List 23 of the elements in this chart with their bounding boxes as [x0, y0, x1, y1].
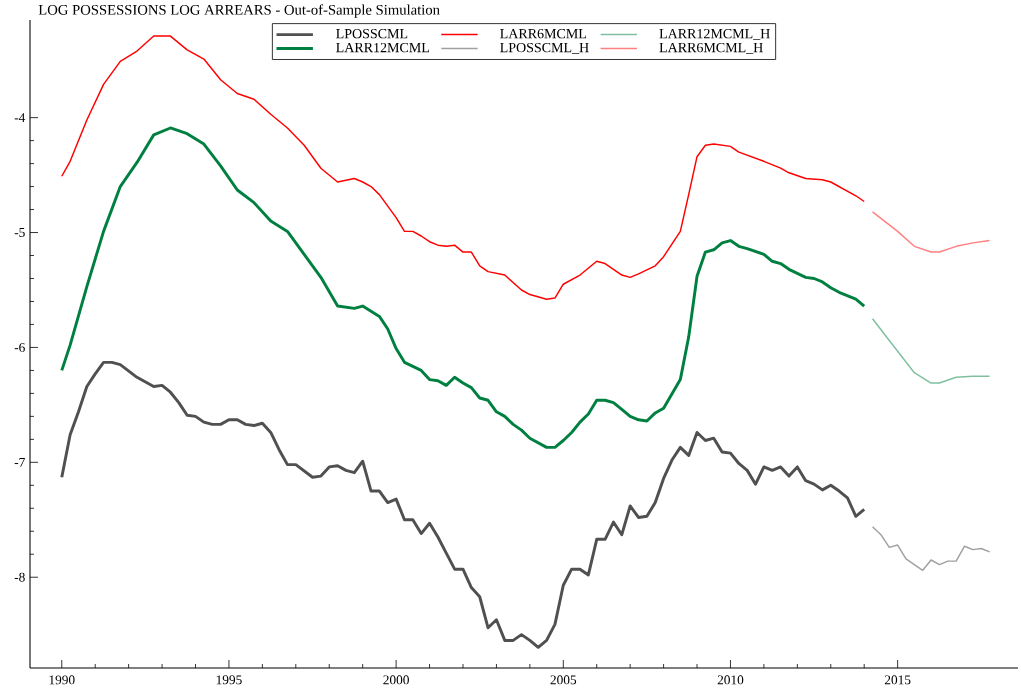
- line-series: [60, 360, 866, 649]
- y-tick-label: -6: [14, 342, 25, 352]
- y-tick-label: -8: [14, 572, 25, 582]
- chart-title: LOG POSSESSIONS LOG ARREARS - Out-of-Sample Simulation: [38, 4, 440, 18]
- y-tick-label: -5: [14, 228, 25, 237]
- line-series: [871, 211, 991, 253]
- line-series: [871, 317, 991, 384]
- line-series: [871, 525, 991, 572]
- legend-label: LARR12MCML_H: [659, 28, 770, 41]
- x-tick-label: 2010: [717, 675, 744, 685]
- line-series: [60, 126, 866, 449]
- x-tick-label: 1995: [216, 675, 242, 685]
- y-tick-label: -7: [14, 457, 25, 467]
- legend-label: LARR12MCML: [336, 42, 429, 53]
- legend-label: LARR6MCML: [500, 28, 586, 39]
- legend-label: LPOSSCML_H: [500, 42, 589, 54]
- x-tick-label: 2000: [383, 675, 409, 685]
- legend-label: LPOSSCML: [336, 28, 408, 39]
- x-tick-label: 2005: [550, 675, 577, 685]
- legend-label: LARR6MCML_H: [659, 42, 763, 54]
- x-tick-label: 2015: [884, 675, 911, 685]
- y-tick-label: -4: [14, 113, 26, 123]
- x-tick-label: 1990: [49, 675, 75, 685]
